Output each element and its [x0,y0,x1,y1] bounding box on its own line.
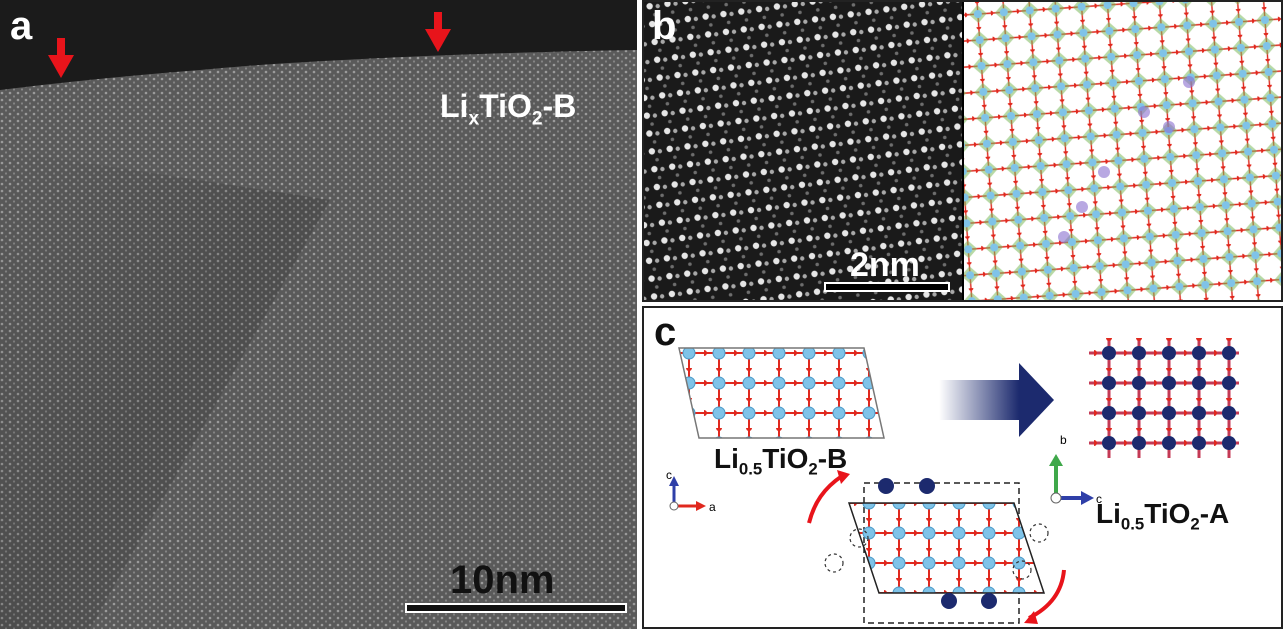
panel-a-formula: LixTiO2-B [440,88,577,130]
panel-b: b 2nm [642,0,1283,302]
panel-a-lattice-image [0,0,637,629]
left-axis-right-label: a [709,500,716,514]
right-axis-up-label: b [1060,433,1067,447]
panel-b-structure-overlay [964,2,1281,300]
red-curved-arrow-left [807,474,844,524]
left-axis-up-label: c [666,468,672,482]
panel-a-scalebar [405,603,627,613]
panel-c-schematic [669,338,1239,624]
li05tio2-b-structure [678,347,885,439]
li05tio2-a-structure [1089,338,1239,458]
panel-b-scale-label: 2nm [850,246,920,284]
panel-b-letter: b [652,4,677,48]
red-down-arrow-left [48,38,74,78]
panel-b-scalebar [824,282,950,292]
panel-b-atomic-image [644,2,962,300]
transformation-arrow [939,363,1054,437]
intermediate-structure [824,478,1049,624]
panel-a-stem-image: a LixTiO2-B 10nm [0,0,637,629]
right-axes-icon [1049,454,1094,505]
left-axes-icon [669,476,706,511]
right-axis-right-label: c [1096,492,1102,506]
panel-a-letter: a [10,4,33,48]
purple-polyhedra [1058,76,1195,243]
surface-arrows [48,12,451,78]
panel-c-letter: c [654,310,677,354]
left-structure-label: Li0.5TiO2-B [714,443,848,479]
panel-a-scale-label: 10nm [450,558,555,602]
right-structure-label: Li0.5TiO2-A [1096,498,1230,534]
red-down-arrow-right [425,12,451,52]
panel-c: c [642,306,1283,629]
